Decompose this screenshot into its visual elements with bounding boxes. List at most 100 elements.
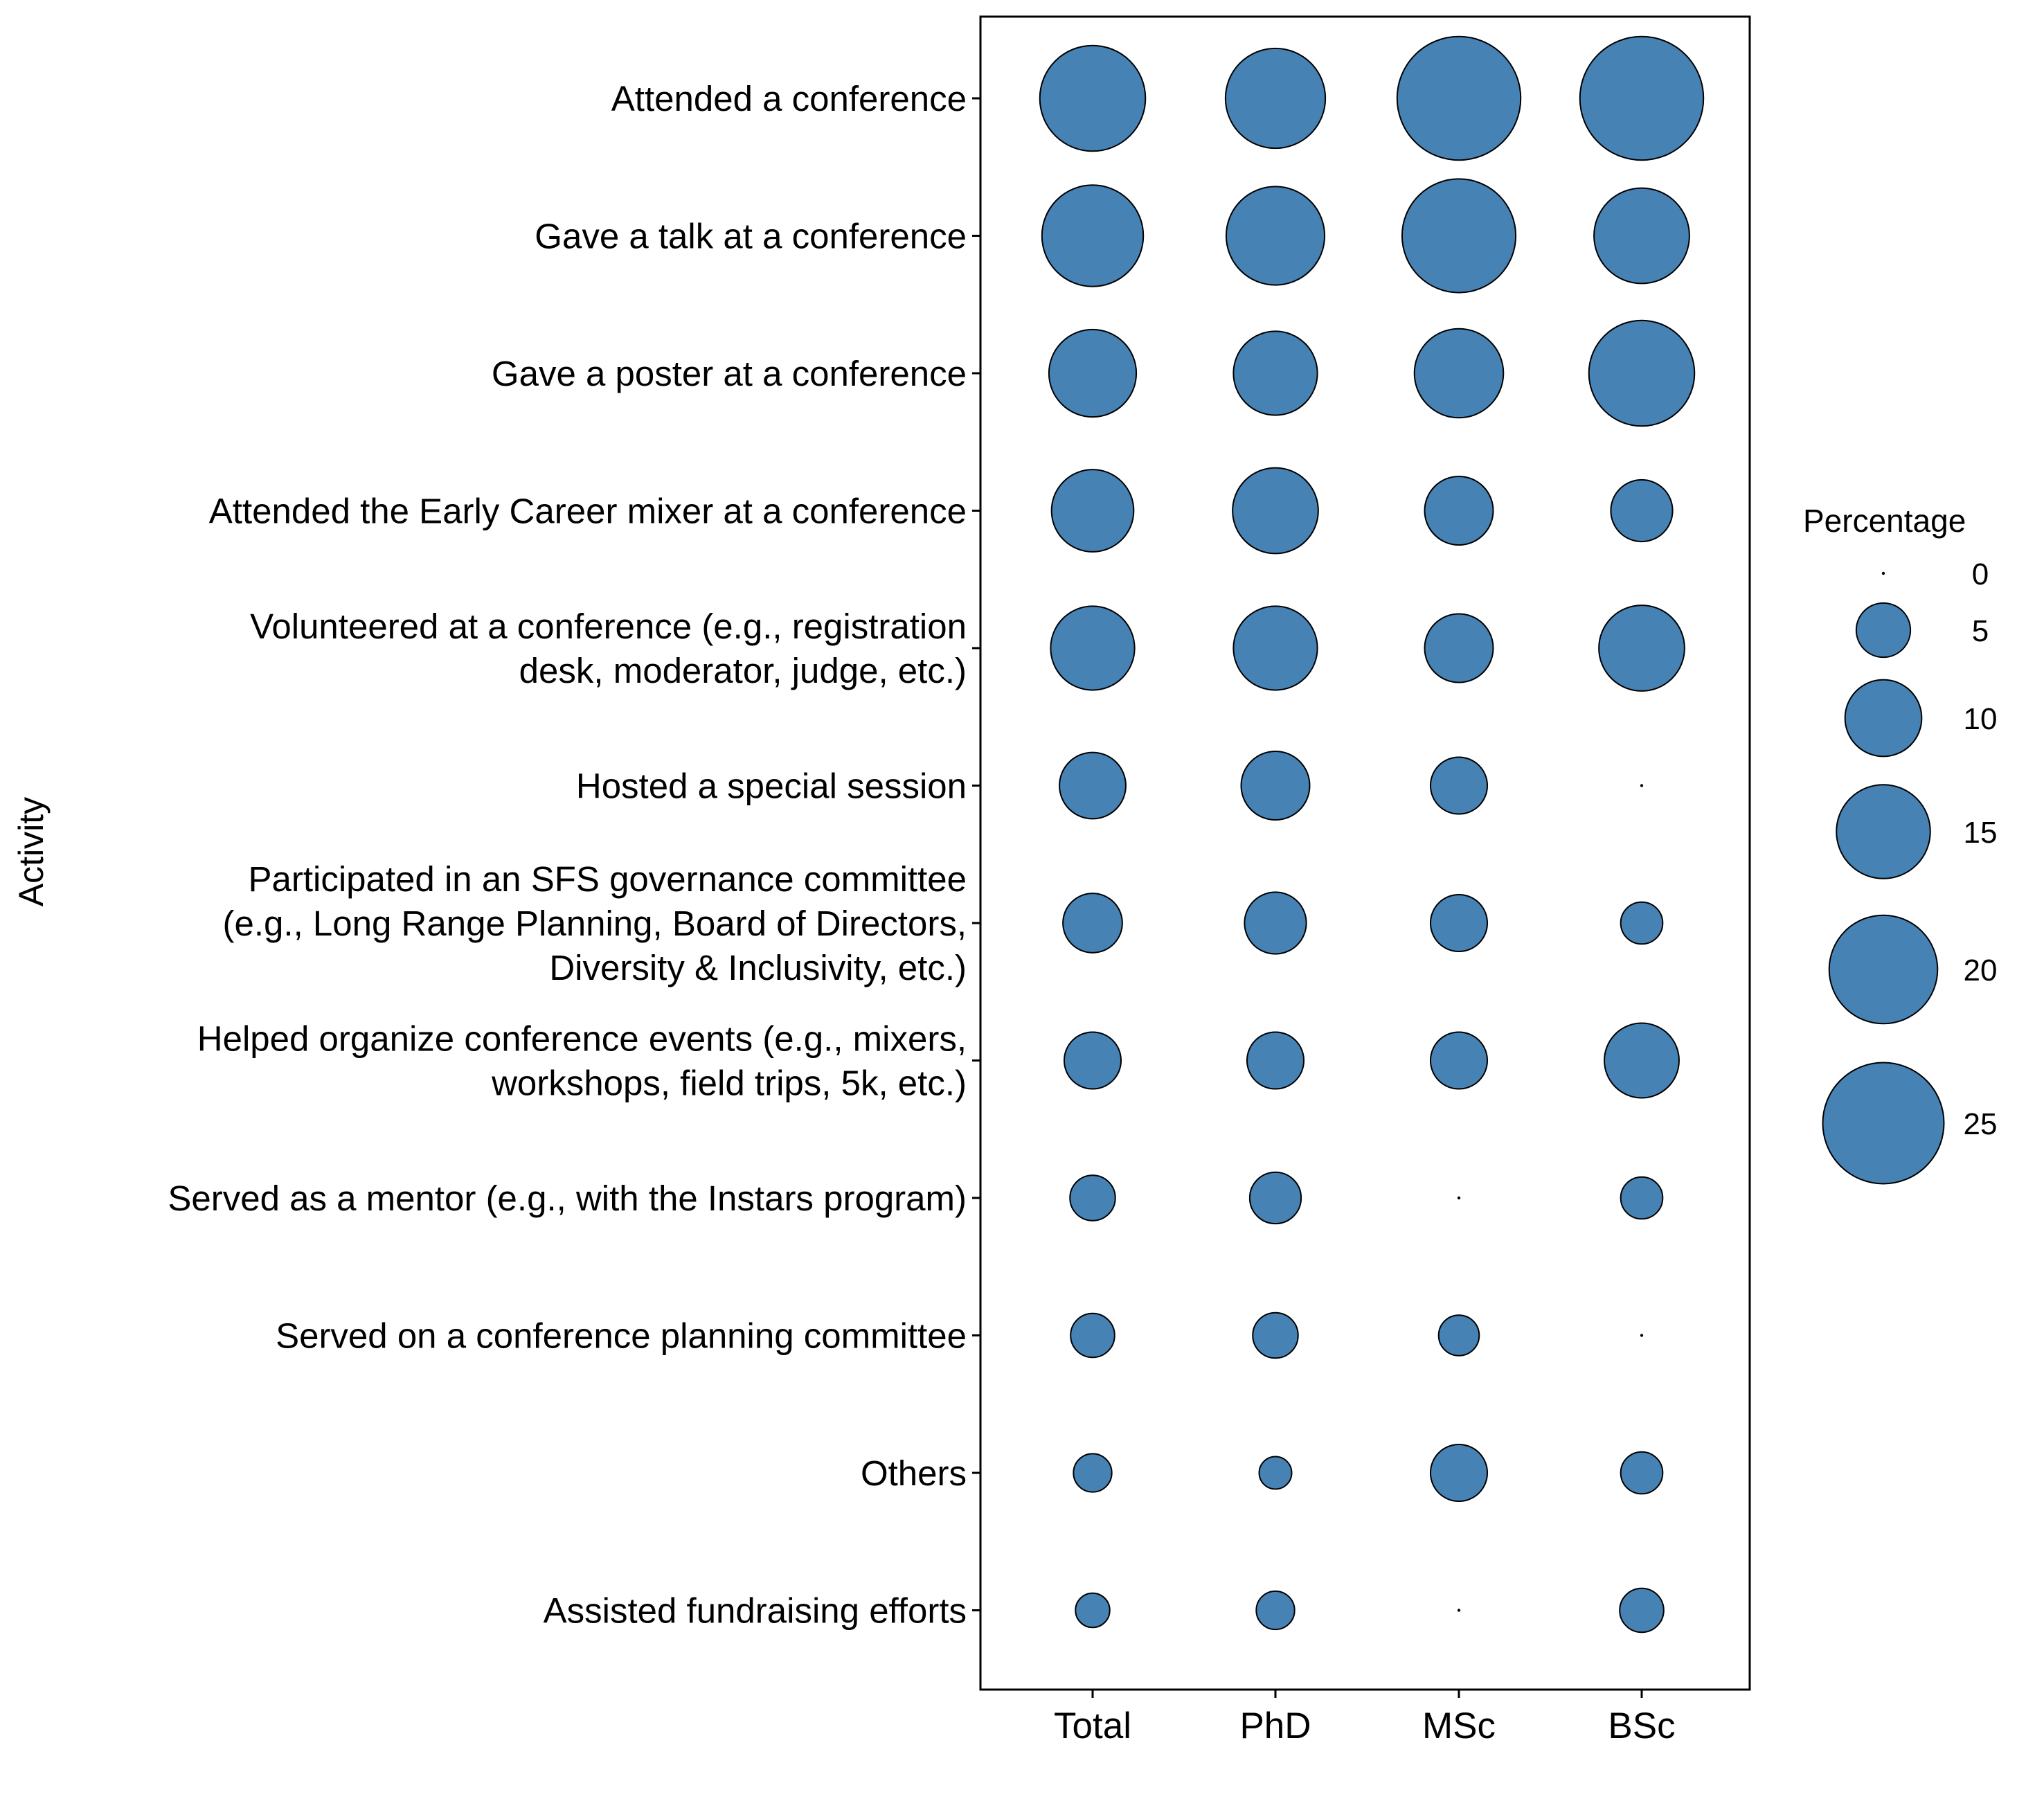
y-tick-label: Others [861, 1453, 967, 1493]
bubble [1255, 1590, 1296, 1631]
bubble [1579, 35, 1705, 161]
legend-key [1822, 1062, 1945, 1185]
bubble [1050, 605, 1136, 691]
bubble [1620, 901, 1664, 945]
legend-label: 0 [1972, 557, 1989, 591]
bubble [1048, 328, 1138, 418]
bubbles [1039, 35, 1705, 1634]
legend-title: Percentage [1803, 503, 1966, 539]
x-tick-label: PhD [1239, 1706, 1311, 1746]
y-tick-label: Gave a talk at a conference [535, 217, 967, 256]
y-tick-label-line: Attended the Early Career mixer at a con… [209, 492, 967, 531]
x-ticks [1091, 1690, 1643, 1698]
bubble [1069, 1174, 1116, 1221]
bubble [1429, 893, 1489, 953]
bubble [1075, 1592, 1111, 1629]
legend-key [1836, 784, 1931, 879]
legend-label: 25 [1964, 1107, 1998, 1141]
y-tick-label: Participated in an SFS governance commit… [223, 859, 967, 987]
bubble [1429, 1031, 1489, 1090]
y-tick-label: Attended the Early Career mixer at a con… [209, 492, 967, 531]
x-tick-label: BSc [1608, 1706, 1675, 1746]
y-tick-label-line: Hosted a special session [576, 767, 967, 806]
y-tick-label-line: Volunteered at a conference (e.g., regis… [250, 607, 967, 646]
bubble [1593, 187, 1690, 285]
bubble [1039, 44, 1147, 152]
x-tick-labels: Total PhD MSc BSc [1054, 1706, 1676, 1746]
y-tick-label: Assisted fundraising efforts [544, 1591, 967, 1631]
bubble [1063, 1031, 1122, 1090]
bubble [1062, 893, 1123, 954]
y-tick-label-line: Diversity & Inclusivity, etc.) [549, 948, 967, 987]
bubble [1620, 1176, 1664, 1220]
bubble [1429, 1443, 1489, 1503]
y-tick-label: Hosted a special session [576, 767, 967, 806]
bubble [1232, 605, 1318, 691]
y-tick-label-line: Gave a talk at a conference [535, 217, 967, 256]
legend-label: 20 [1964, 954, 1998, 987]
y-axis-title: Activity [12, 797, 51, 906]
bubble [1070, 1312, 1115, 1359]
bubble [1640, 1334, 1644, 1337]
bubble [1424, 613, 1494, 683]
bubble [1401, 178, 1517, 294]
y-tick-label-line: Participated in an SFS governance commit… [248, 859, 967, 899]
bubble [1604, 1022, 1680, 1099]
bubble [1050, 469, 1135, 553]
bubble [1059, 751, 1127, 820]
bubble [1041, 184, 1145, 287]
y-tick-label-line: Served as a mentor (e.g., with the Insta… [168, 1179, 967, 1218]
bubble [1429, 756, 1489, 815]
bubble [1588, 319, 1696, 427]
y-tick-label-line: Helped organize conference events (e.g.,… [197, 1019, 967, 1059]
legend-label: 5 [1972, 614, 1989, 648]
legend-key [1881, 571, 1885, 575]
bubble [1424, 476, 1494, 546]
bubble [1248, 1171, 1302, 1225]
y-tick-label-line: Attended a conference [611, 79, 967, 118]
legend: 0 5 10 15 20 25 [1822, 557, 1998, 1185]
y-tick-label-line: Assisted fundraising efforts [544, 1591, 967, 1631]
bubble [1610, 478, 1674, 543]
bubble [1240, 751, 1311, 821]
bubble [1413, 328, 1505, 419]
bubble [1598, 605, 1685, 692]
x-tick-label: Total [1054, 1706, 1131, 1746]
legend-label: 10 [1964, 702, 1998, 736]
legend-key [1855, 602, 1912, 659]
bubble [1457, 1196, 1461, 1200]
bubble [1224, 47, 1327, 150]
bubble [1232, 467, 1319, 555]
bubble [1232, 330, 1318, 416]
bubble [1437, 1314, 1480, 1357]
y-tick-label-line: (e.g., Long Range Planning, Board of Dir… [223, 904, 967, 943]
plot-panel-border [979, 15, 1751, 1691]
bubble [1258, 1456, 1293, 1490]
bubble [1620, 1451, 1664, 1495]
legend-key [1828, 914, 1939, 1025]
y-tick-label: Attended a conference [611, 79, 967, 118]
y-tick-label-line: Gave a poster at a conference [492, 354, 967, 393]
bubble [1252, 1312, 1299, 1359]
y-tick-label-line: workshops, field trips, 5k, etc.) [491, 1064, 967, 1103]
y-tick-label-line: Others [861, 1453, 967, 1493]
bubble [1640, 784, 1644, 787]
bubble [1246, 1031, 1305, 1090]
bubble [1073, 1453, 1113, 1493]
y-tick-label: Gave a poster at a conference [492, 354, 967, 393]
bubble [1619, 1587, 1665, 1634]
bubble [1244, 891, 1307, 955]
y-tick-labels: Attended a conference Gave a talk at a co… [168, 79, 967, 1631]
bubble [1396, 35, 1522, 161]
y-tick-label-line: desk, moderator, judge, etc.) [519, 651, 967, 690]
y-tick-label-line: Served on a conference planning committe… [276, 1316, 967, 1356]
x-tick-label: MSc [1422, 1706, 1496, 1746]
bubble [1225, 186, 1326, 286]
y-tick-label: Served on a conference planning committe… [276, 1316, 967, 1356]
y-tick-label: Helped organize conference events (e.g.,… [197, 1019, 967, 1103]
legend-label: 15 [1964, 816, 1998, 850]
y-tick-label: Volunteered at a conference (e.g., regis… [250, 607, 967, 690]
y-tick-label: Served as a mentor (e.g., with the Insta… [168, 1179, 967, 1218]
y-ticks [972, 97, 980, 1611]
